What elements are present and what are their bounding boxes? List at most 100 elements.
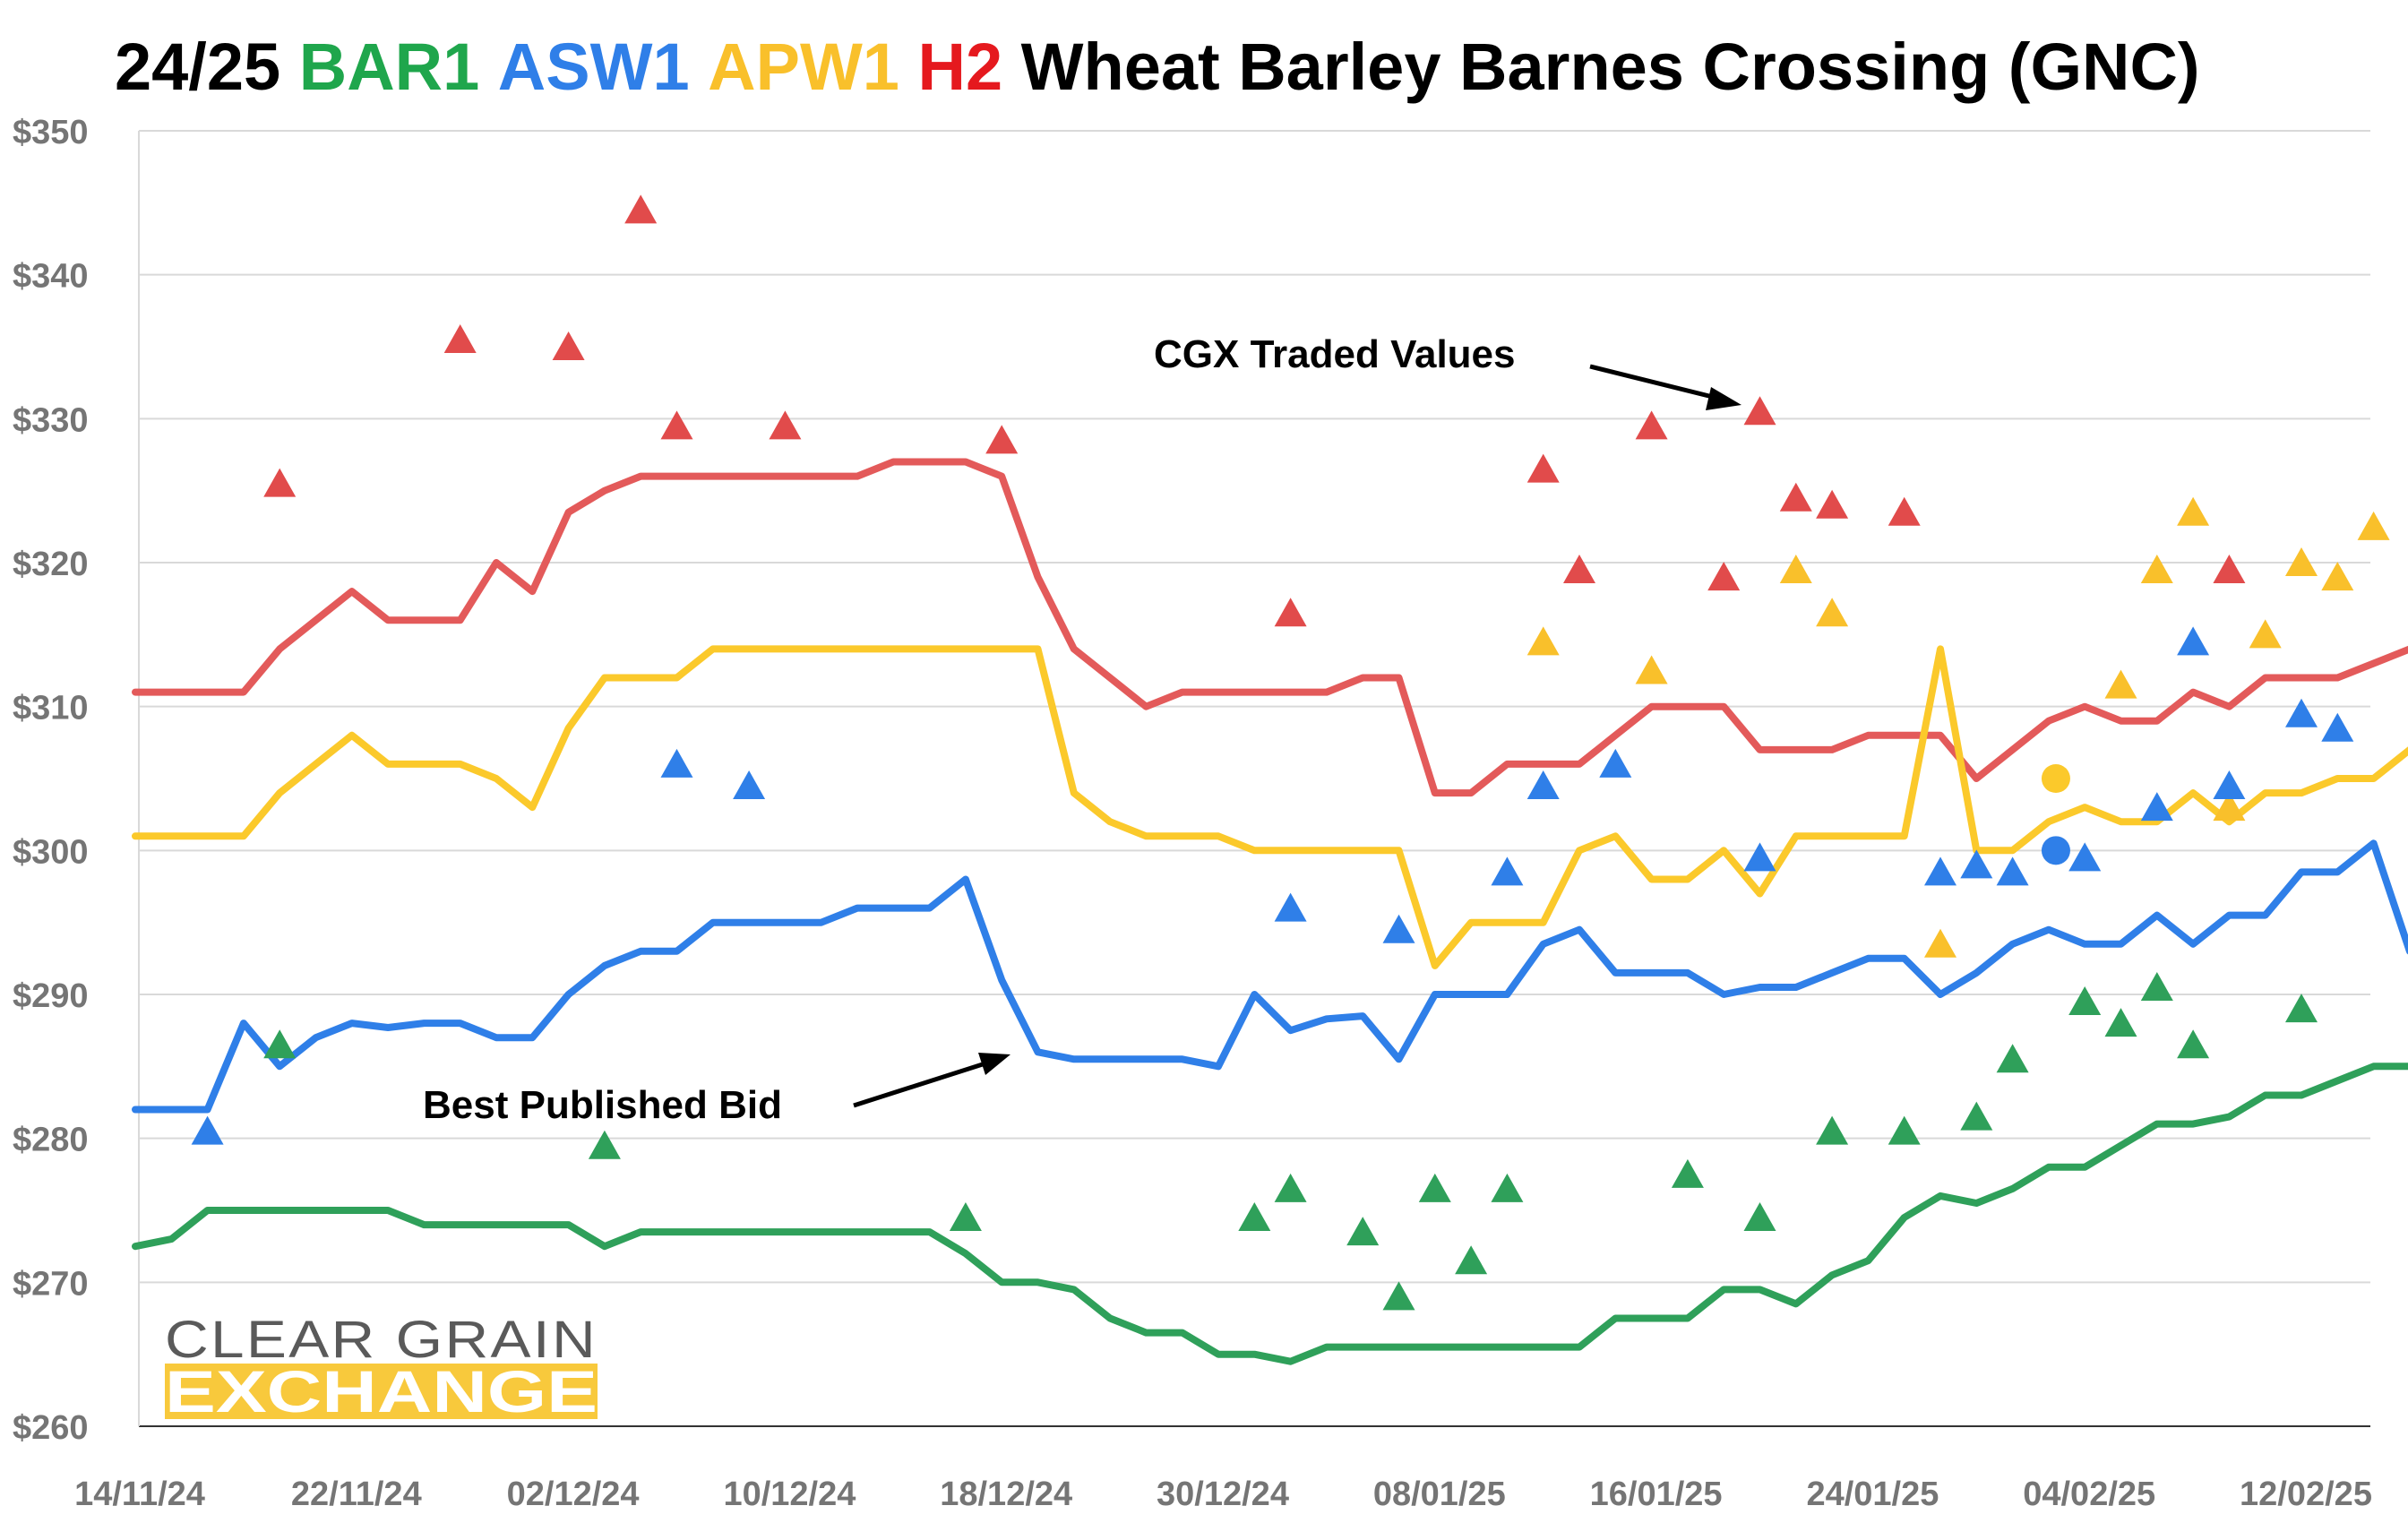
traded-point-bar1 xyxy=(2140,971,2173,1001)
traded-point-bar1 xyxy=(1382,1281,1415,1311)
traded-point-apw1 xyxy=(1924,928,1956,958)
y-tick-label: $320 xyxy=(13,546,89,583)
annotation-bid: Best Published Bid xyxy=(423,1053,1010,1127)
annotation-bid-label: Best Published Bid xyxy=(423,1083,782,1127)
traded-point-asw1 xyxy=(660,748,693,778)
traded-point-bar1 xyxy=(1671,1158,1704,1188)
traded-point-h2 xyxy=(1816,489,1849,519)
traded-point-asw1 xyxy=(2140,792,2173,822)
traded-point-apw1 xyxy=(1779,555,1812,584)
y-tick-label: $260 xyxy=(13,1409,89,1447)
x-axis-ticks: 14/11/24 22/11/24 02/12/24 10/12/24 18/12/24… xyxy=(74,1476,2372,1513)
traded-point-bar1 xyxy=(1346,1217,1380,1246)
traded-point-asw1 xyxy=(1960,849,1993,879)
series-line-asw1 xyxy=(132,839,2408,1114)
x-tick-label: 18/12/24 xyxy=(940,1476,1072,1513)
traded-point-h2 xyxy=(443,323,477,353)
traded-point-asw1 xyxy=(2177,626,2210,656)
traded-point-bar1 xyxy=(1996,1044,2029,1073)
chart-title: 24/25 BAR1 ASW1 APW1 H2 Wheat Barley Bar… xyxy=(115,30,2200,104)
y-tick-label: $340 xyxy=(13,258,89,296)
traded-point-bar1 xyxy=(1743,1202,1776,1232)
annotation-cgx-arrowhead xyxy=(1706,387,1742,410)
y-tick-label: $350 xyxy=(13,114,89,151)
traded-point-bar1 xyxy=(2285,994,2318,1023)
x-tick-label: 22/11/24 xyxy=(291,1476,422,1513)
traded-point-asw1 xyxy=(2285,698,2318,727)
logo-line2: EXCHANGE xyxy=(165,1358,598,1424)
traded-point-asw1 xyxy=(1526,770,1560,800)
traded-point-asw1 xyxy=(1274,892,1307,922)
traded-markers xyxy=(191,194,2390,1311)
traded-point-asw1 xyxy=(1599,748,1632,778)
traded-point-bar1 xyxy=(588,1130,621,1159)
annotation-bid-arrow xyxy=(853,1061,986,1108)
traded-point-bar1 xyxy=(1274,1173,1307,1202)
traded-point-bar1 xyxy=(1418,1173,1451,1202)
traded-point-h2 xyxy=(660,410,693,440)
traded-point-apw1 xyxy=(2213,792,2246,822)
traded-point-bar1 xyxy=(1455,1245,1488,1275)
traded-point-h2 xyxy=(769,410,802,440)
traded-point-apw1 xyxy=(2177,496,2210,526)
traded-point-bar1 xyxy=(1238,1202,1271,1232)
annotation-cgx-label: CGX Traded Values xyxy=(1154,332,1516,376)
traded-point-h2 xyxy=(624,194,658,224)
annotation-bid-arrowhead xyxy=(978,1053,1010,1075)
traded-point-apw1 xyxy=(2249,619,2282,649)
x-tick-label: 02/12/24 xyxy=(507,1476,640,1513)
traded-point-asw1 xyxy=(1743,842,1776,872)
series-line-bar1 xyxy=(132,1063,2408,1365)
logo-band xyxy=(165,1364,598,1419)
traded-point-apw1 xyxy=(2140,555,2173,584)
x-tick-label: 16/01/25 xyxy=(1590,1476,1723,1513)
annotation-cgx-arrow xyxy=(1589,364,1724,402)
x-tick-label: 10/12/24 xyxy=(723,1476,856,1513)
traded-point-bar1 xyxy=(1816,1115,1849,1145)
traded-point-apw1 xyxy=(2357,511,2390,540)
traded-point-bar1 xyxy=(2068,986,2102,1016)
traded-point-h2 xyxy=(1707,562,1741,591)
traded-point-h2 xyxy=(2213,555,2246,584)
traded-point-h2 xyxy=(1563,555,1595,584)
logo: CLEAR GRAIN EXCHANGE xyxy=(165,1311,598,1424)
traded-circle xyxy=(2041,764,2070,793)
y-tick-label: $280 xyxy=(13,1122,89,1159)
title-part-3: APW1 xyxy=(708,30,917,104)
traded-point-h2 xyxy=(1526,453,1560,483)
title-part-2: ASW1 xyxy=(498,30,708,104)
y-tick-label: $310 xyxy=(13,690,89,727)
x-tick-label: 12/02/25 xyxy=(2240,1476,2372,1513)
traded-point-apw1 xyxy=(2285,547,2318,576)
y-tick-label: $270 xyxy=(13,1265,89,1303)
traded-point-asw1 xyxy=(1382,914,1415,943)
traded-point-bar1 xyxy=(949,1202,982,1232)
traded-point-apw1 xyxy=(2104,669,2137,699)
title-part-5: Wheat Barley Barnes Crossing (GNC) xyxy=(1021,30,2200,104)
y-axis-ticks: $260 $270 $280 $290 $300 $310 $320 $330 $340 $350 xyxy=(13,114,89,1447)
traded-point-asw1 xyxy=(1924,856,1956,886)
x-tick-label: 30/12/24 xyxy=(1157,1476,1289,1513)
traded-point-asw1 xyxy=(191,1115,224,1145)
traded-point-bar1 xyxy=(2104,1008,2137,1037)
traded-point-asw1 xyxy=(1996,856,2029,886)
title-part-1: BAR1 xyxy=(299,30,498,104)
traded-point-apw1 xyxy=(1635,655,1668,684)
y-tick-label: $300 xyxy=(13,833,89,871)
series-line-h2 xyxy=(132,458,2408,797)
title-part-4: H2 xyxy=(918,30,1021,104)
traded-circle xyxy=(2041,836,2070,865)
traded-point-apw1 xyxy=(1816,598,1849,627)
x-tick-label: 08/01/25 xyxy=(1373,1476,1506,1513)
traded-point-apw1 xyxy=(1526,626,1560,656)
traded-point-h2 xyxy=(263,468,297,497)
x-tick-label: 24/01/25 xyxy=(1806,1476,1939,1513)
grid xyxy=(138,130,2370,1427)
traded-point-bar1 xyxy=(1960,1101,1993,1131)
traded-point-bar1 xyxy=(263,1029,297,1059)
traded-point-bar1 xyxy=(1491,1173,1524,1202)
traded-point-h2 xyxy=(1743,396,1776,426)
x-tick-label: 14/11/24 xyxy=(74,1476,205,1513)
traded-point-h2 xyxy=(1888,496,1921,526)
